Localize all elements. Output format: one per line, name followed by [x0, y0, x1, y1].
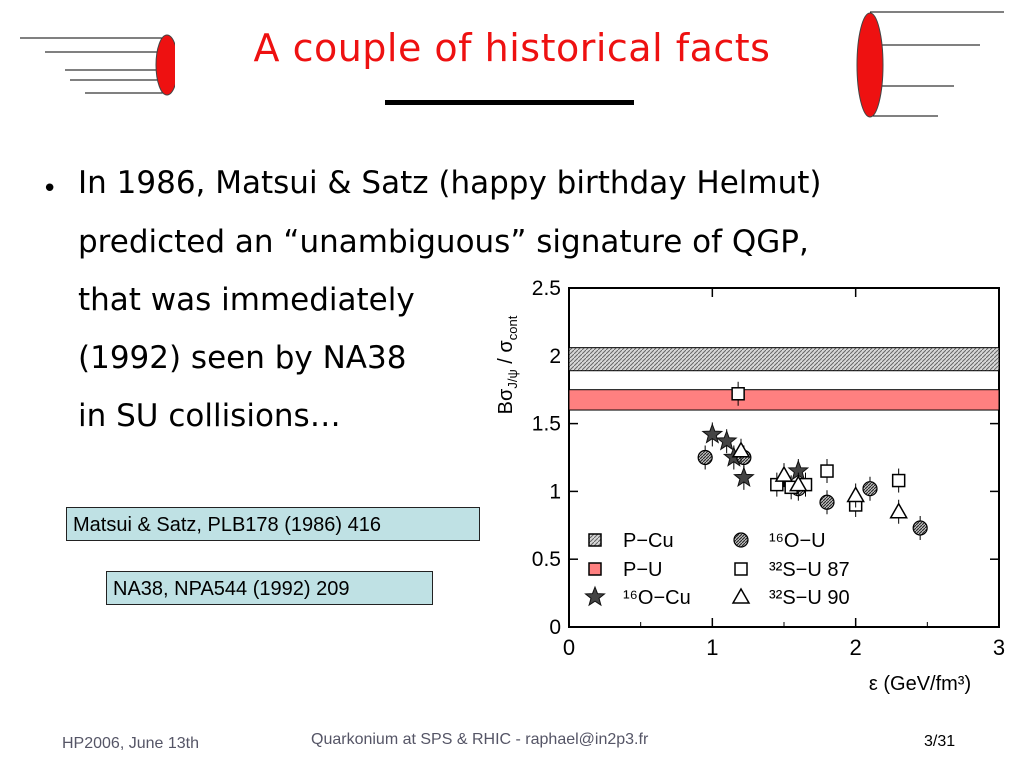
legend-marker: [734, 562, 748, 576]
reference-matsui-satz: Matsui & Satz, PLB178 (1986) 416: [66, 507, 480, 541]
legend-label: ¹⁶O−Cu: [623, 587, 691, 609]
data-point: [715, 429, 738, 451]
data-point: [733, 466, 755, 488]
band-p-cu: [568, 347, 1000, 372]
y-axis-label: BσJ/ψ / σcont: [495, 315, 520, 414]
data-points: [697, 381, 928, 541]
data-point: [820, 464, 834, 478]
data-point: [731, 441, 751, 458]
legend-label: P−Cu: [623, 530, 674, 552]
x-tick-label: 1: [706, 635, 718, 660]
data-point: [891, 473, 906, 488]
legend-marker: [584, 585, 606, 607]
y-tick-label: 1: [549, 480, 561, 503]
data-point: [774, 465, 794, 482]
bullet-dot-icon: •: [42, 174, 58, 204]
data-point: [889, 502, 908, 519]
legend-label: ¹⁶O−U: [769, 530, 826, 552]
left-decor-icon: [20, 34, 175, 96]
legend-label: ³²S−U 87: [769, 559, 850, 581]
data-point: [731, 387, 745, 401]
jpsi-suppression-chart: BσJ/ψ / σcont 0 1 2 3 0 0.5 1 1.5 2 2.5 P−Cu ¹⁶O−…: [495, 277, 1005, 695]
y-tick-label: 0: [549, 616, 561, 639]
x-tick-label: 0: [563, 635, 575, 660]
reference-bands: [568, 347, 1000, 411]
x-axis-label: ε (GeV/fm³): [869, 673, 971, 695]
data-point: [862, 481, 878, 497]
y-tick-label: 2: [549, 345, 561, 368]
legend-marker: [588, 562, 602, 576]
right-decor-icon: [856, 11, 1004, 118]
title-underline: [385, 100, 634, 105]
bullet-line-5: in SU collisions…: [78, 398, 341, 434]
page-number: 3/31: [924, 733, 956, 750]
footer-conference: HP2006, June 13th: [62, 735, 199, 752]
legend-label: P−U: [623, 559, 662, 581]
y-axis-ticks: 0 0.5 1 1.5 2 2.5: [532, 277, 999, 639]
y-tick-label: 2.5: [532, 277, 561, 300]
data-point: [701, 422, 724, 444]
chart-legend: P−Cu ¹⁶O−U P−U ³²S−U 87 ¹⁶O−Cu ³²S−U 90: [584, 530, 850, 609]
band-p-u: [568, 389, 1000, 411]
data-point: [846, 485, 865, 503]
legend-marker: [731, 587, 751, 604]
data-point: [789, 475, 808, 492]
y-tick-label: 0.5: [532, 548, 561, 571]
bullet-line-1: In 1986, Matsui & Satz (happy birthday H…: [78, 165, 822, 201]
y-tick-label: 1.5: [532, 413, 561, 436]
bullet-line-2: predicted an “unambiguous” signature of …: [78, 224, 809, 260]
data-point: [912, 520, 928, 536]
bullet-line-4: (1992) seen by NA38: [78, 340, 407, 376]
data-point: [697, 449, 713, 466]
x-axis-ticks: 0 1 2 3: [563, 288, 1005, 660]
legend-marker: [588, 533, 602, 547]
x-tick-label: 3: [993, 635, 1005, 660]
data-point: [819, 494, 835, 510]
reference-na38: NA38, NPA544 (1992) 209: [106, 571, 433, 605]
legend-label: ³²S−U 90: [769, 587, 850, 609]
x-tick-label: 2: [850, 635, 862, 660]
legend-marker: [733, 532, 749, 548]
footer-title: Quarkonium at SPS & RHIC - raphael@in2p3…: [311, 731, 649, 748]
slide-title: A couple of historical facts: [253, 26, 771, 70]
bullet-line-3: that was immediately: [78, 282, 415, 318]
